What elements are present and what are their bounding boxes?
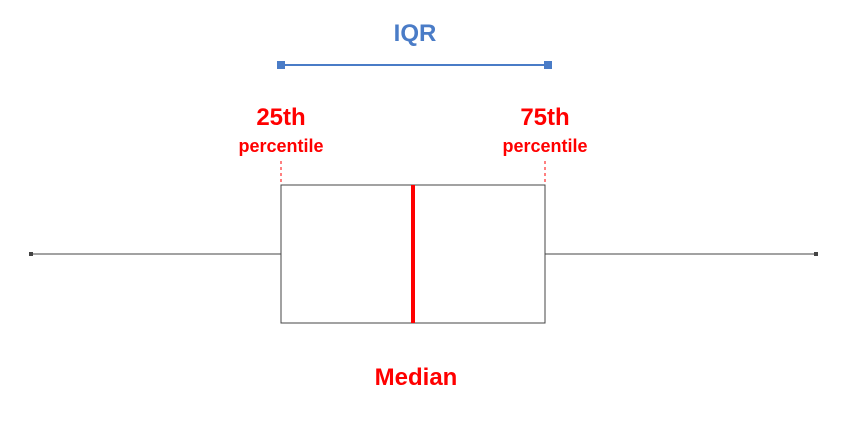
iqr-bracket-right-cap	[544, 61, 552, 69]
p25-word-label: percentile	[238, 136, 324, 156]
median-label: Median	[374, 364, 458, 391]
iqr-bracket-left-cap	[277, 61, 285, 69]
p75-word-label: percentile	[502, 136, 588, 156]
p25-value-label: 25th	[256, 104, 306, 131]
p75-value-label: 75th	[520, 104, 570, 131]
iqr-label: IQR	[393, 20, 437, 47]
right-whisker-end	[814, 252, 818, 256]
left-whisker-end	[29, 252, 33, 256]
